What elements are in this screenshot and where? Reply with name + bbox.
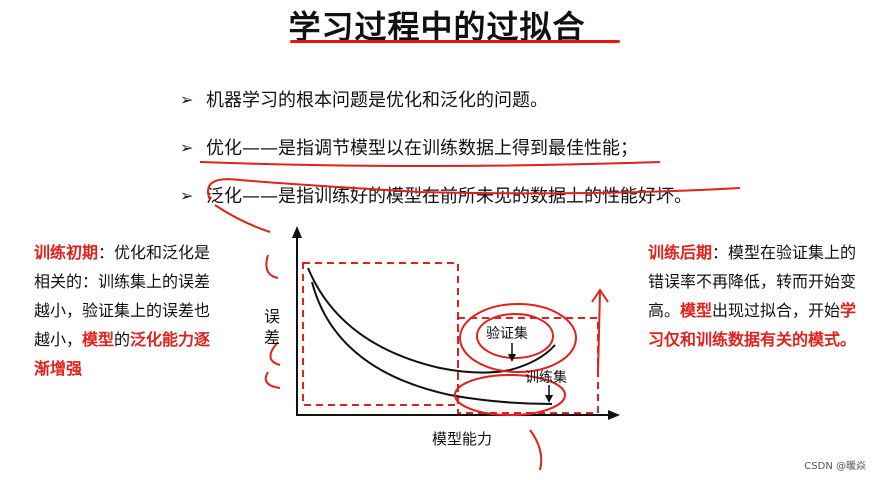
handwritten-circle-val [459, 303, 577, 373]
bullet-text: 优化——是指调节模型以在训练数据上得到最佳性能； [206, 138, 638, 159]
y-axis-label-1: 误 [264, 307, 280, 326]
left-note-body: ：优化和泛化是相关的：训练集上的误差越小，验证集上的误差也越小， [34, 243, 211, 349]
title-underline [290, 40, 620, 43]
training-error-curve [311, 281, 553, 405]
arrow-bullet-icon: ➢ [180, 89, 194, 109]
bullet-item: ➢ 优化——是指调节模型以在训练数据上得到最佳性能； [180, 132, 800, 162]
y-axis-label-2: 差 [264, 328, 280, 347]
left-note: 训练初期：优化和泛化是相关的：训练集上的误差越小，验证集上的误差也越小，模型的泛… [34, 238, 214, 383]
validation-error-curve [307, 267, 556, 374]
page-title: 学习过程中的过拟合 [288, 8, 586, 46]
x-axis-arrow-icon [608, 410, 620, 420]
right-note-head: 训练后期 [648, 243, 713, 262]
left-note-red1: 模型 [82, 330, 115, 349]
arrow-bullet-icon: ➢ [180, 185, 194, 205]
x-axis-label: 模型能力 [432, 430, 492, 448]
right-note-red1: 模型 [680, 301, 713, 320]
handwritten-underline-optimize [199, 161, 661, 167]
handwritten-circle-train [454, 374, 566, 416]
y-axis-arrow-icon [292, 226, 302, 238]
validation-label: 验证集 [486, 325, 528, 342]
handwritten-circle-val-inner [476, 313, 554, 359]
handwritten-scribble-left [264, 254, 281, 389]
right-note-mid: 出现过拟合，开始 [712, 301, 841, 320]
bullet-item: ➢ 泛化——是指训练好的模型在前所未见的数据上的性能好坏。 [180, 180, 800, 210]
bullet-text: 机器学习的根本问题是优化和泛化的问题。 [206, 90, 548, 111]
train-pointer-arrow-icon [545, 395, 553, 403]
left-note-plain: 的 [114, 330, 131, 349]
right-note-body: ：模型在验证集上的错误率不再降低，转而开始变高。 [648, 243, 857, 320]
right-note: 训练后期：模型在验证集上的错误率不再降低，转而开始变高。模型出现过拟合，开始学习… [648, 238, 863, 354]
training-label: 训练集 [525, 369, 567, 386]
handwritten-arrow-up [591, 288, 609, 373]
handwritten-loop-generalize [207, 178, 741, 233]
right-note-red2: 学习仅和训练数据有关的模式。 [648, 301, 857, 349]
watermark: CSDN @暖焱 [804, 461, 866, 472]
bullet-list: ➢ 机器学习的根本问题是优化和泛化的问题。 ➢ 优化——是指调节模型以在训练数据… [180, 84, 800, 228]
left-note-head: 训练初期 [34, 243, 99, 262]
bullet-text: 泛化——是指训练好的模型在前所未见的数据上的性能好坏。 [206, 186, 692, 207]
handwritten-scribble-bottom [529, 429, 543, 471]
arrow-bullet-icon: ➢ [180, 137, 194, 157]
val-pointer-arrow-icon [508, 354, 516, 362]
left-note-red2: 泛化能力逐渐增强 [34, 330, 211, 378]
bullet-item: ➢ 机器学习的根本问题是优化和泛化的问题。 [180, 84, 800, 114]
early-stage-region [302, 262, 459, 406]
